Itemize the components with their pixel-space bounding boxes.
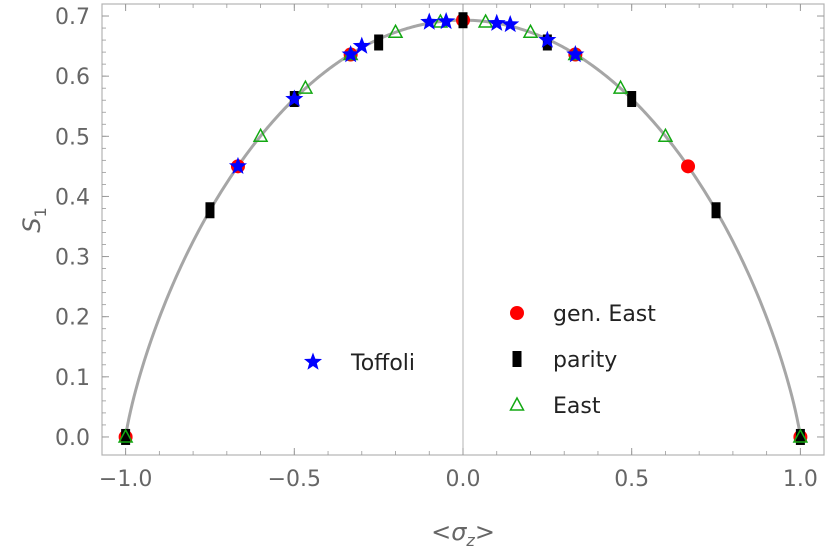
y-tick-label: 0.6	[55, 65, 90, 90]
data-point	[374, 34, 384, 51]
data-point	[437, 11, 456, 30]
data-point	[205, 202, 215, 219]
data-point	[795, 428, 805, 445]
x-axis-title: <σz>	[431, 518, 495, 550]
data-point	[228, 156, 247, 175]
legend-label: parity	[553, 348, 617, 373]
data-point	[612, 79, 629, 94]
legend: gen. East parity East Toffoli	[303, 302, 656, 419]
x-tick-label: 0.0	[446, 467, 481, 492]
legend-marker	[512, 351, 522, 367]
y-tick-label: 0.1	[55, 366, 90, 391]
y-tick-label: 0.4	[55, 185, 90, 210]
data-point	[352, 36, 371, 54]
data-point	[566, 45, 585, 63]
data-point	[487, 13, 506, 31]
y-tick-label: 0.7	[55, 5, 90, 30]
x-tick-label: −1.0	[99, 467, 152, 492]
y-tick-label: 0.3	[55, 246, 90, 271]
legend-label: Toffoli	[350, 351, 415, 376]
data-point	[387, 23, 404, 39]
data-point	[420, 12, 439, 30]
series-toffoli	[228, 11, 585, 175]
data-point	[627, 91, 637, 108]
data-point	[792, 428, 809, 443]
legend-marker	[510, 306, 524, 320]
data-point	[285, 89, 304, 107]
data-point	[252, 127, 269, 143]
data-point	[458, 12, 468, 29]
data-markers	[117, 11, 809, 445]
legend-marker	[303, 352, 323, 370]
data-point	[522, 23, 539, 39]
axis-ticks: −1.0 −0.5 0.0 0.5 1.0 0.0 0.1 0.2 0.3 0.4 0.5 0.6 0.…	[55, 4, 824, 492]
x-tick-label: 1.0	[783, 467, 818, 492]
data-point	[657, 127, 674, 143]
data-point	[341, 45, 360, 63]
data-point	[711, 202, 721, 219]
y-tick-label: 0.2	[55, 306, 90, 331]
y-tick-label: 0.0	[55, 426, 90, 451]
legend-label: gen. East	[553, 302, 656, 327]
data-point	[297, 79, 314, 94]
legend-marker	[509, 396, 525, 411]
x-tick-label: −0.5	[268, 467, 321, 492]
legend-label: East	[553, 394, 601, 419]
data-point	[681, 159, 696, 174]
data-point	[121, 428, 131, 445]
data-point	[538, 30, 557, 48]
data-point	[501, 14, 520, 33]
y-tick-label: 0.5	[55, 125, 90, 150]
data-point	[117, 428, 134, 443]
y-axis-title: S1	[18, 207, 50, 232]
x-tick-label: 0.5	[614, 467, 649, 492]
